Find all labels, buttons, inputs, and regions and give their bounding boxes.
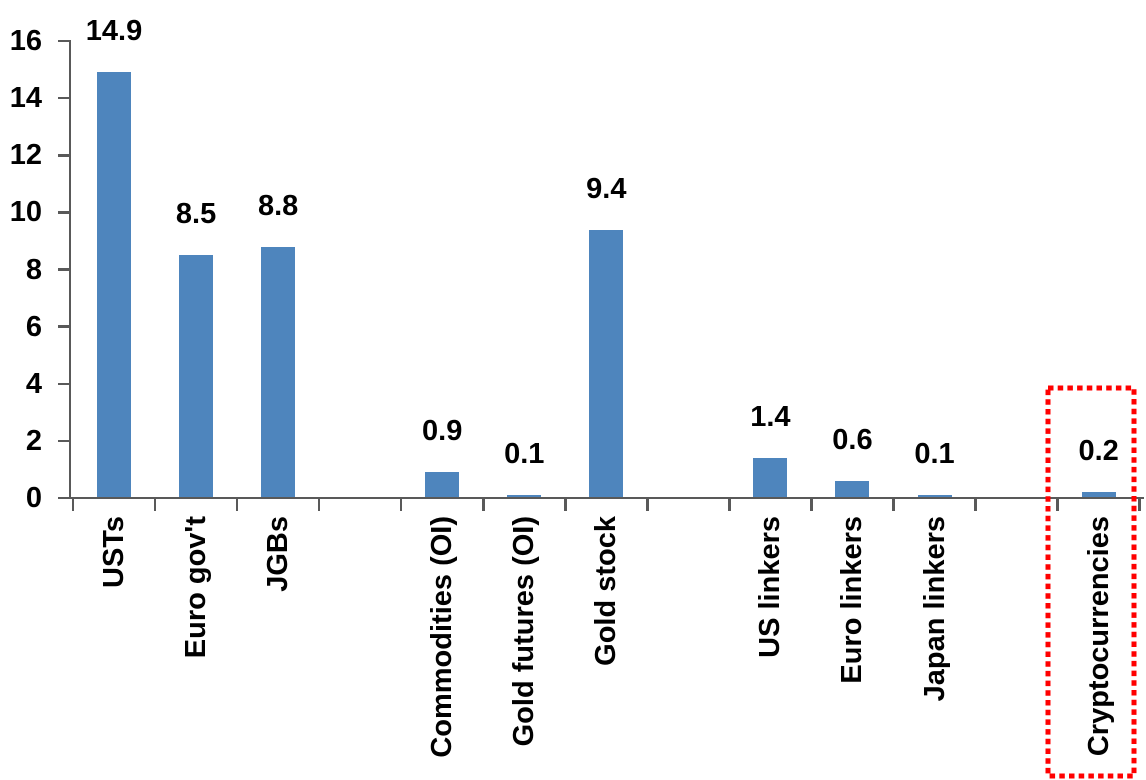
- bar-value-label: 14.9: [85, 15, 143, 48]
- y-axis-tick: [58, 96, 70, 100]
- category-label-box: JGBs: [255, 516, 301, 592]
- x-axis-tick: [646, 498, 649, 511]
- category-label-box: Euro gov't: [173, 516, 219, 658]
- category-label: JGBs: [262, 516, 295, 592]
- x-axis-tick: [317, 498, 321, 511]
- category-label: Commodities (OI): [426, 516, 459, 758]
- bar-value-label: 8.8: [257, 189, 299, 222]
- y-axis-tick: [58, 154, 70, 157]
- y-axis-tick: [58, 382, 70, 385]
- category-label-box: USTs: [91, 516, 137, 588]
- category-label: US linkers: [754, 516, 787, 658]
- y-axis-tick-label: 4: [25, 367, 42, 400]
- x-axis-tick: [1138, 498, 1141, 511]
- bar-value-label: 0.9: [422, 415, 463, 448]
- x-axis-tick: [974, 498, 977, 511]
- bar-value-label: 1.4: [750, 401, 791, 433]
- x-axis-tick: [728, 498, 731, 511]
- bar-value-label: 0.1: [504, 438, 545, 471]
- x-axis-tick: [235, 498, 239, 511]
- category-label-box: Commodities (OI): [419, 516, 465, 758]
- category-label-box: US linkers: [747, 516, 793, 658]
- y-axis-tick-label: 6: [25, 310, 42, 343]
- bar: [97, 72, 132, 499]
- x-axis-tick: [1056, 498, 1059, 511]
- category-label: Japan linkers: [918, 516, 951, 702]
- y-axis-tick-label: 16: [9, 25, 42, 57]
- x-axis-tick: [564, 498, 567, 511]
- bar: [179, 255, 214, 499]
- y-axis-tick: [58, 439, 70, 443]
- category-label: Cryptocurrencies: [1082, 516, 1115, 757]
- y-axis-tick: [58, 39, 70, 43]
- bar-value-label: 0.2: [1078, 435, 1119, 468]
- bar-value-label: 9.4: [586, 172, 627, 205]
- category-label: Gold stock: [590, 516, 623, 666]
- bar-value-label: 8.5: [175, 198, 217, 231]
- y-axis-tick-label: 10: [9, 196, 42, 229]
- category-label: Euro gov't: [180, 516, 213, 659]
- category-label-box: Gold futures (OI): [501, 516, 547, 746]
- y-axis-tick-label: 8: [25, 253, 42, 286]
- y-axis-line: [68, 40, 72, 499]
- category-label: Euro linkers: [836, 516, 869, 684]
- category-label-box: Japan linkers: [912, 516, 958, 701]
- x-axis-tick: [399, 498, 403, 511]
- bar: [835, 480, 870, 499]
- category-label-box: Euro linkers: [829, 516, 875, 684]
- x-axis-tick: [892, 498, 895, 511]
- y-axis-tick-label: 14: [9, 82, 42, 115]
- x-axis-tick: [810, 498, 813, 511]
- category-label-box: Cryptocurrencies: [1076, 516, 1122, 756]
- bar: [261, 246, 296, 499]
- y-axis-tick-label: 12: [9, 139, 42, 172]
- bar: [425, 472, 460, 499]
- x-axis-tick: [153, 498, 157, 511]
- category-label: Gold futures (OI): [508, 516, 541, 747]
- y-axis-tick: [58, 211, 70, 214]
- category-label: USTs: [98, 516, 131, 588]
- x-axis-tick: [71, 498, 75, 511]
- bar-value-label: 0.1: [914, 438, 955, 471]
- category-label-box: Gold stock: [583, 516, 629, 666]
- y-axis-tick: [58, 496, 70, 500]
- bar-value-label: 0.6: [832, 423, 873, 456]
- y-axis-tick-label: 2: [25, 424, 42, 457]
- y-axis-tick: [58, 325, 70, 328]
- y-axis-tick: [58, 268, 70, 271]
- x-axis-line: [68, 496, 1144, 500]
- x-axis-tick: [482, 498, 485, 511]
- bar: [589, 229, 624, 499]
- bar: [753, 458, 788, 499]
- y-axis-tick-label: 0: [25, 482, 42, 514]
